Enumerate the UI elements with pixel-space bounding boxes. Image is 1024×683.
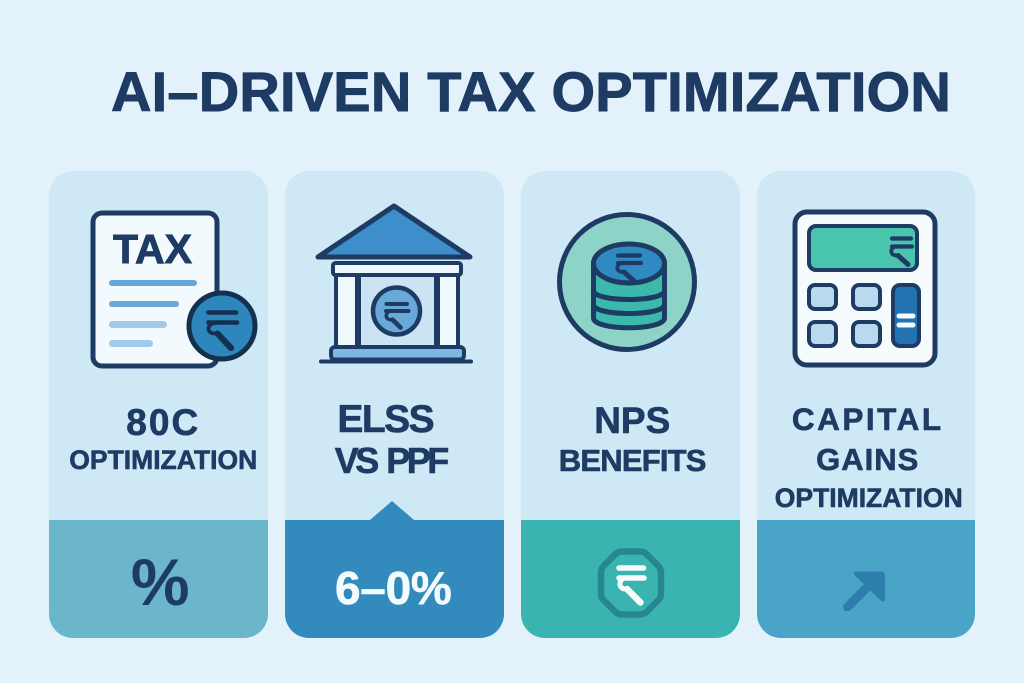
svg-text:TAX: TAX [113, 226, 192, 272]
